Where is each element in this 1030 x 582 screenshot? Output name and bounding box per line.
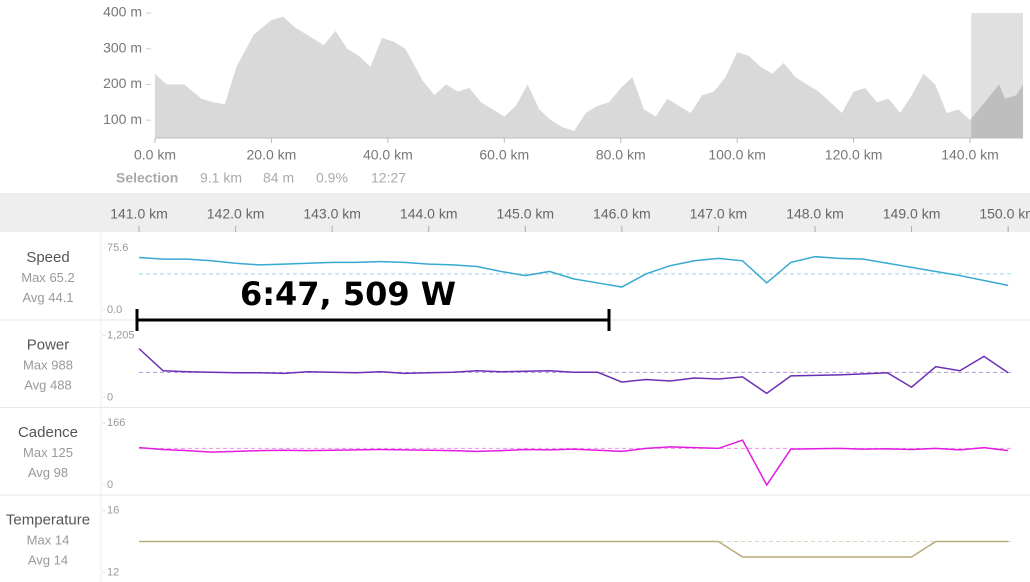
panel-stat: Avg 98	[28, 465, 68, 480]
panel-title: Power	[27, 336, 70, 353]
y-tick-label: 0	[107, 479, 113, 491]
x-tick-label: 0.0 km	[134, 147, 176, 163]
panel-stat: Max 14	[27, 533, 70, 548]
y-tick-label: 0	[107, 391, 113, 403]
panel-title: Speed	[26, 249, 69, 266]
selection-overlay	[971, 13, 1023, 138]
x-tick-label: 60.0 km	[479, 147, 529, 163]
y-tick-label: 1,205	[107, 329, 135, 341]
stat-value: 65.2	[49, 270, 74, 285]
stat-label: Avg	[28, 553, 50, 568]
x-tick-label: 40.0 km	[363, 147, 413, 163]
y-tick-label: 0.0	[107, 304, 122, 316]
distance-tick-label: 145.0 km	[496, 206, 554, 222]
y-tick-label: 12	[107, 566, 119, 578]
panel-stat: Avg 488	[24, 378, 72, 393]
y-tick-label: 200 m	[103, 75, 142, 91]
series-line	[138, 439, 1009, 487]
stat-label: Avg	[28, 465, 50, 480]
panel-stat: Avg 14	[28, 553, 68, 568]
stat-value: 14	[55, 533, 69, 548]
y-tick-label: 16	[107, 504, 119, 516]
stat-label: Max	[27, 533, 52, 548]
x-tick-label: 80.0 km	[596, 147, 646, 163]
stat-value: 988	[51, 358, 73, 373]
stat-value: 14	[54, 553, 68, 568]
selection-label: Selection	[116, 170, 178, 186]
distance-tick-label: 147.0 km	[690, 206, 748, 222]
distance-tick-label: 141.0 km	[110, 206, 168, 222]
selection-duration: 12:27	[371, 170, 406, 186]
distance-tick-label: 146.0 km	[593, 206, 651, 222]
stat-value: 125	[51, 445, 73, 460]
selection-grade: 0.9%	[316, 170, 348, 186]
y-tick-label: 166	[107, 417, 125, 429]
panel-title: Temperature	[6, 511, 90, 528]
annotation: 6:47, 509 W	[240, 275, 456, 313]
y-tick-label: 100 m	[103, 111, 142, 127]
stat-value: 98	[54, 465, 68, 480]
stat-label: Avg	[22, 290, 44, 305]
selection-elevation: 84 m	[263, 170, 294, 186]
distance-tick-label: 143.0 km	[303, 206, 361, 222]
selection-row: Selection 9.1 km 84 m 0.9% 12:27	[116, 170, 406, 186]
stat-value: 488	[50, 378, 72, 393]
x-tick-label: 100.0 km	[708, 147, 766, 163]
panel-stat: Max 65.2	[21, 270, 75, 285]
stat-value: 44.1	[48, 290, 73, 305]
elevation-area	[155, 16, 1023, 139]
distance-band	[0, 193, 1030, 232]
distance-tick-label: 148.0 km	[786, 206, 844, 222]
distance-tick-label: 142.0 km	[207, 206, 265, 222]
panel-stat: Avg 44.1	[22, 290, 73, 305]
x-tick-label: 120.0 km	[825, 147, 883, 163]
y-tick-label: 300 m	[103, 39, 142, 55]
distance-tick-label: 150.0 km	[979, 206, 1030, 222]
stat-label: Avg	[24, 378, 46, 393]
series-line	[138, 348, 1009, 395]
x-tick-label: 20.0 km	[247, 147, 297, 163]
panel-stat: Max 125	[23, 445, 73, 460]
stat-label: Max	[23, 445, 48, 460]
stat-label: Max	[21, 270, 46, 285]
series-line	[138, 255, 1009, 288]
panel-stat: Max 988	[23, 358, 73, 373]
y-tick-label: 75.6	[107, 242, 128, 254]
distance-tick-label: 144.0 km	[400, 206, 458, 222]
distance-tick-label: 149.0 km	[883, 206, 941, 222]
stat-label: Max	[23, 358, 48, 373]
series-line	[139, 540, 1009, 558]
x-tick-label: 140.0 km	[941, 147, 999, 163]
panel-title: Cadence	[18, 424, 78, 441]
y-tick-label: 400 m	[103, 4, 142, 20]
selection-distance: 9.1 km	[200, 170, 242, 186]
